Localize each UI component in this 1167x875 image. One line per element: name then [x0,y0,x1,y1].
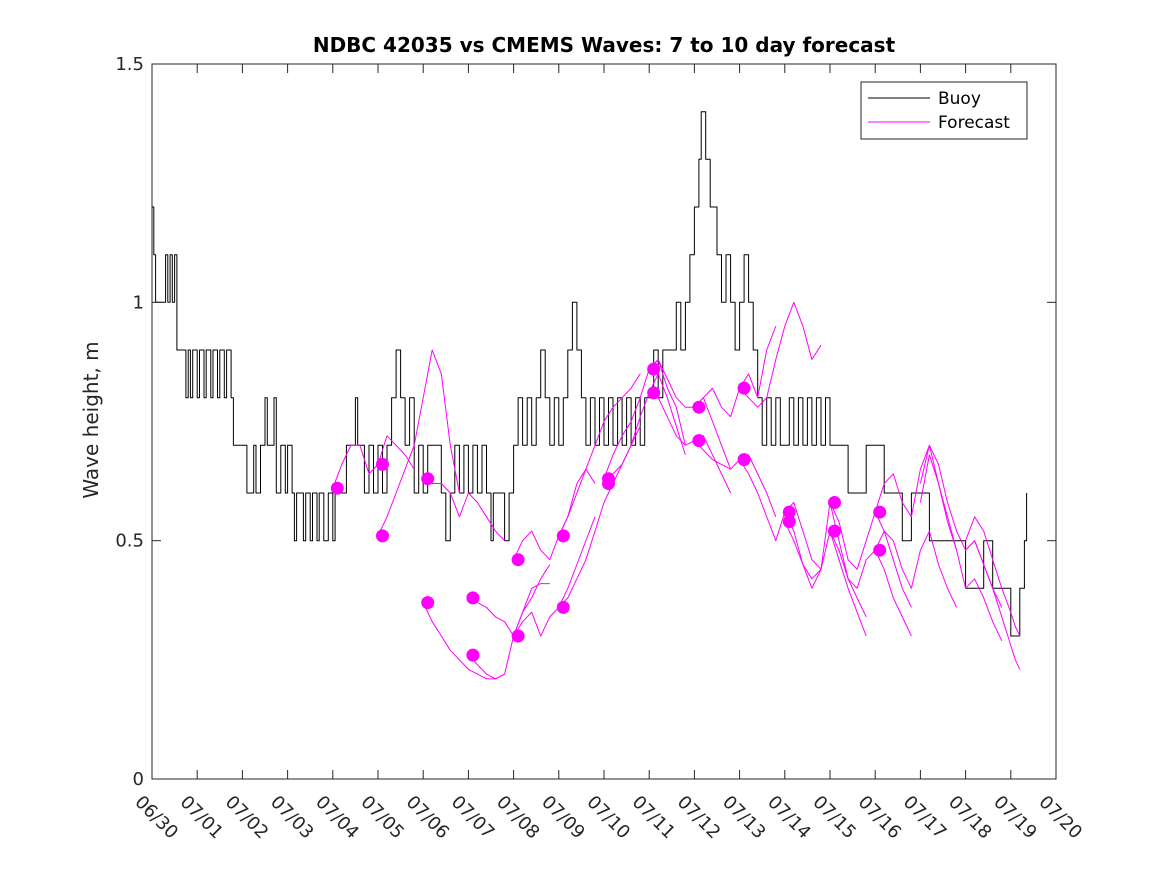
forecast-start-marker-3 [421,472,435,486]
forecast-series-line-16 [694,440,777,517]
legend-forecast-label: Forecast [938,113,1010,133]
forecast-start-marker-19 [782,505,796,519]
buoy-series-line [152,111,1028,637]
forecast-series-line-21 [829,502,912,608]
forecast-series-line-5 [468,564,551,637]
forecast-series-line-11 [603,359,686,479]
forecast-start-marker-18 [737,453,751,467]
chart-title: NDBC 42035 vs CMEMS Waves: 7 to 10 day f… [313,33,896,57]
y-axis-label: Wave height, m [79,341,103,498]
forecast-series-line-20 [784,521,867,637]
forecast-start-marker-9 [556,529,570,543]
forecast-start-marker-1 [376,457,389,471]
forecast-series-line-13 [648,359,732,470]
forecast-series-line-12 [603,373,686,484]
forecast-series-line-23 [874,444,958,551]
forecast-series-line-17 [739,301,822,408]
forecast-series-line-26 [919,454,1003,642]
forecast-start-marker-17 [737,381,751,395]
forecast-series-line-4 [422,602,505,680]
forecast-series-line-3 [422,478,505,542]
forecast-start-marker-10 [556,600,570,614]
forecast-start-marker-2 [376,529,389,543]
forecast-start-marker-7 [511,553,525,567]
forecast-start-marker-4 [421,596,435,610]
legend-buoy-label: Buoy [938,89,981,109]
forecast-series-line-15 [694,326,777,418]
forecast-start-marker-8 [511,629,525,643]
forecast-series-line-6 [468,583,550,680]
forecast-series-line-24 [874,530,958,608]
forecast-start-marker-6 [466,648,480,662]
forecast-start-marker-0 [330,481,344,495]
forecast-start-marker-15 [692,400,706,414]
forecast-series-line-7 [513,468,596,561]
forecast-start-marker-22 [828,524,841,538]
forecast-start-marker-20 [782,515,796,529]
forecast-start-marker-24 [873,543,887,557]
forecast-start-marker-14 [647,386,661,400]
forecast-start-marker-13 [647,362,661,376]
forecast-start-marker-16 [692,434,706,448]
forecast-series-line-14 [648,392,732,494]
plot-area [151,63,1057,780]
forecast-start-marker-23 [873,505,887,519]
forecast-series-line-28 [965,540,1021,670]
forecast-series-line-27 [965,516,1021,637]
forecast-series-line-18 [739,459,822,589]
forecast-series-line-8 [513,516,596,637]
forecast-series-line-9 [558,373,641,537]
y-axis-ticks: 0 0.5 1 1.5 [115,54,1056,790]
legend-box [860,81,1028,140]
forecast-series-line-22 [829,530,912,637]
legend: Buoy Forecast [860,81,1028,140]
y-tick-label-3: 1.5 [115,54,144,75]
forecast-start-marker-5 [466,591,480,605]
y-tick-label-0: 0 [133,769,144,790]
forecast-start-marker-12 [602,477,615,490]
y-tick-label-2: 1 [133,292,144,313]
forecast-start-marker-21 [828,496,841,509]
forecast-series-line-2 [377,349,460,537]
forecast-series-line-1 [332,435,415,489]
y-tick-label-1: 0.5 [115,531,144,552]
forecast-series-line-19 [784,502,867,618]
